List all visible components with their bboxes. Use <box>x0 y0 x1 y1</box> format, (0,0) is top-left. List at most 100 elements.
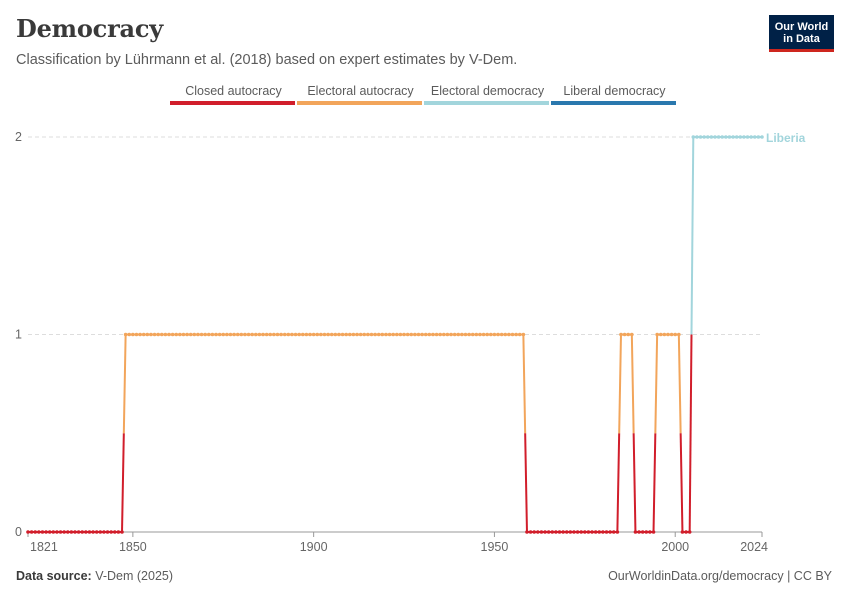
data-point[interactable] <box>467 332 471 337</box>
data-point[interactable] <box>156 332 160 337</box>
data-point[interactable] <box>55 530 59 534</box>
series-label-liberia[interactable]: Liberia <box>766 131 806 145</box>
data-point[interactable] <box>217 332 222 337</box>
data-point[interactable] <box>272 332 276 337</box>
data-point[interactable] <box>677 332 681 337</box>
data-point[interactable] <box>738 135 743 139</box>
data-point[interactable] <box>434 332 439 337</box>
series-line-segment[interactable] <box>654 334 659 434</box>
data-point[interactable] <box>188 332 193 337</box>
data-point[interactable] <box>395 332 399 337</box>
data-point[interactable] <box>568 530 573 534</box>
data-point[interactable] <box>29 530 34 534</box>
data-point[interactable] <box>557 530 562 534</box>
data-point[interactable] <box>26 530 30 534</box>
data-point[interactable] <box>167 332 171 337</box>
data-point[interactable] <box>745 135 750 139</box>
data-point[interactable] <box>575 530 580 534</box>
data-point[interactable] <box>138 332 142 337</box>
data-point[interactable] <box>127 332 132 337</box>
data-point[interactable] <box>181 332 186 337</box>
data-point[interactable] <box>470 332 475 337</box>
data-point[interactable] <box>163 332 168 337</box>
data-point[interactable] <box>666 332 670 337</box>
data-point[interactable] <box>94 530 99 534</box>
data-point[interactable] <box>460 332 464 337</box>
data-point[interactable] <box>608 530 612 534</box>
data-point[interactable] <box>507 332 511 337</box>
data-point[interactable] <box>366 332 370 337</box>
data-point[interactable] <box>337 332 341 337</box>
data-point[interactable] <box>420 332 424 337</box>
data-point[interactable] <box>648 530 652 534</box>
data-point[interactable] <box>756 135 761 139</box>
data-point[interactable] <box>680 530 685 534</box>
data-point[interactable] <box>705 135 710 139</box>
data-point[interactable] <box>123 332 128 337</box>
data-point[interactable] <box>391 332 395 337</box>
data-point[interactable] <box>214 332 218 337</box>
data-point[interactable] <box>449 332 453 337</box>
data-point[interactable] <box>716 135 721 139</box>
data-point[interactable] <box>98 530 103 534</box>
data-point[interactable] <box>225 332 229 337</box>
data-point[interactable] <box>633 530 638 534</box>
data-point[interactable] <box>550 530 555 534</box>
data-point[interactable] <box>257 332 262 337</box>
data-point[interactable] <box>405 332 410 337</box>
data-point[interactable] <box>532 530 537 534</box>
data-point[interactable] <box>196 332 200 337</box>
data-point[interactable] <box>554 530 558 534</box>
data-point[interactable] <box>640 530 645 534</box>
data-point[interactable] <box>427 332 432 337</box>
data-point[interactable] <box>543 530 547 534</box>
data-point[interactable] <box>539 530 544 534</box>
data-point[interactable] <box>521 332 526 337</box>
data-point[interactable] <box>293 332 298 337</box>
series-line-segment[interactable] <box>524 433 528 533</box>
legend-swatch[interactable] <box>170 101 295 105</box>
data-point[interactable] <box>319 332 323 337</box>
data-point[interactable] <box>687 530 692 534</box>
data-point[interactable] <box>246 332 251 337</box>
data-point[interactable] <box>445 332 450 337</box>
data-point[interactable] <box>528 530 533 534</box>
data-point[interactable] <box>637 530 641 534</box>
data-point[interactable] <box>348 332 352 337</box>
data-point[interactable] <box>478 332 482 337</box>
data-point[interactable] <box>62 530 66 534</box>
data-point[interactable] <box>145 332 150 337</box>
data-point[interactable] <box>65 530 70 534</box>
series-line-segment[interactable] <box>618 334 622 434</box>
data-point[interactable] <box>355 332 359 337</box>
data-point[interactable] <box>398 332 403 337</box>
series-line-segment[interactable] <box>679 433 684 533</box>
data-point[interactable] <box>232 332 236 337</box>
data-point[interactable] <box>409 332 414 337</box>
data-point[interactable] <box>702 135 706 139</box>
data-point[interactable] <box>311 332 316 337</box>
data-point[interactable] <box>709 135 714 139</box>
legend-label[interactable]: Electoral democracy <box>431 84 545 98</box>
data-point[interactable] <box>58 530 63 534</box>
data-point[interactable] <box>517 332 522 337</box>
data-point[interactable] <box>69 530 74 534</box>
data-point[interactable] <box>297 332 301 337</box>
data-point[interactable] <box>228 332 233 337</box>
data-point[interactable] <box>525 530 529 534</box>
data-point[interactable] <box>572 530 576 534</box>
data-point[interactable] <box>275 332 280 337</box>
data-point[interactable] <box>199 332 204 337</box>
data-point[interactable] <box>268 332 273 337</box>
data-point[interactable] <box>499 332 504 337</box>
data-point[interactable] <box>503 332 508 337</box>
owid-logo[interactable]: Our World in Data <box>769 15 834 52</box>
data-point[interactable] <box>438 332 442 337</box>
data-point[interactable] <box>239 332 244 337</box>
data-point[interactable] <box>174 332 179 337</box>
data-point[interactable] <box>593 530 598 534</box>
data-point[interactable] <box>402 332 406 337</box>
data-point[interactable] <box>734 135 739 139</box>
data-point[interactable] <box>253 332 258 337</box>
data-point[interactable] <box>684 530 688 534</box>
